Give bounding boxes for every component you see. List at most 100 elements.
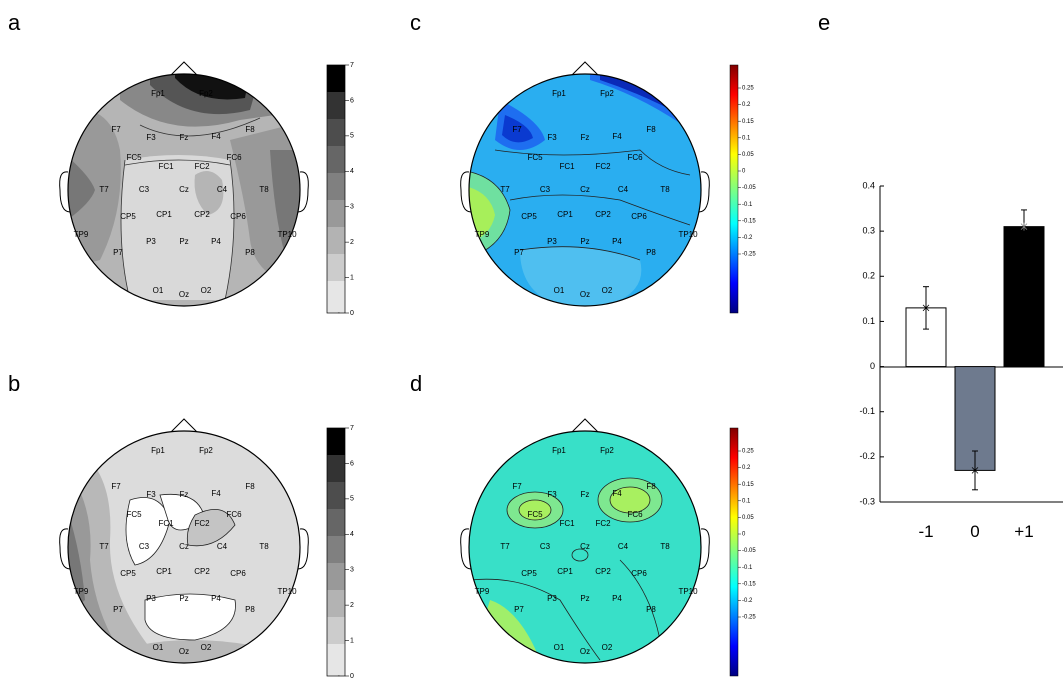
colorbar-b-tick-label: 5 (350, 496, 354, 503)
topomap-c (460, 61, 710, 307)
electrode-c-oz: Oz (580, 290, 590, 299)
electrode-a-f8: F8 (245, 125, 255, 134)
electrode-d-cz: Cz (580, 542, 590, 551)
electrode-a-cp5: CP5 (120, 212, 136, 221)
electrode-d-fp2: Fp2 (600, 446, 614, 455)
bar-plus1 (1003, 226, 1045, 368)
electrode-a-fp1: Fp1 (151, 89, 165, 98)
electrode-c-pz: Pz (580, 237, 589, 246)
electrode-a-p7: P7 (113, 248, 123, 257)
colorbar-d-tick-label: -0.15 (742, 581, 756, 587)
electrode-d-f3: F3 (547, 490, 557, 499)
electrode-d-f4: F4 (612, 489, 622, 498)
colorbar-a-tick-label: 4 (350, 168, 354, 175)
colorbar-c-tick-label: 0.1 (742, 135, 751, 141)
electrode-a-f7: F7 (111, 125, 121, 134)
electrode-d-t8: T8 (660, 542, 670, 551)
electrode-c-f4: F4 (612, 132, 622, 141)
electrode-c-f8: F8 (646, 125, 656, 134)
electrode-b-c4: C4 (217, 542, 228, 551)
electrode-c-fc1: FC1 (559, 162, 575, 171)
electrode-a-cz: Cz (179, 185, 189, 194)
colorbar-b-tick-label: 0 (350, 673, 354, 679)
electrode-labels: Fp1 Fp2 F7 F3 Fz F4 F8 FC5 FC1 FC2 FC6 T7 C3 Cz C4 T8 CP… (74, 89, 698, 656)
electrode-a-o2: O2 (201, 286, 212, 295)
mean-marker (1020, 222, 1028, 231)
electrode-d-f7: F7 (512, 482, 522, 491)
electrode-d-fz: Fz (581, 490, 590, 499)
electrode-b-fp1: Fp1 (151, 446, 165, 455)
electrode-b-f8: F8 (245, 482, 255, 491)
electrode-c-cp1: CP1 (557, 210, 573, 219)
electrode-c-f3: F3 (547, 133, 557, 142)
electrode-a-p4: P4 (211, 237, 221, 246)
electrode-c-tp9: TP9 (475, 230, 490, 239)
electrode-c-cz: Cz (580, 185, 590, 194)
electrode-b-cz: Cz (179, 542, 189, 551)
colorbar-c-tick-label: 0.15 (742, 119, 754, 125)
electrode-b-fp2: Fp2 (199, 446, 213, 455)
electrode-b-cp5: CP5 (120, 569, 136, 578)
colorbar-c-tick-label: -0.1 (742, 202, 753, 208)
electrode-a-fc1: FC1 (158, 162, 174, 171)
electrode-a-cp2: CP2 (194, 210, 210, 219)
colorbar-a-minus: - (338, 310, 341, 317)
electrode-c-o1: O1 (554, 286, 565, 295)
electrode-d-c3: C3 (540, 542, 551, 551)
electrode-d-tp10: TP10 (678, 587, 698, 596)
colorbar-c-tick-label: 0.2 (742, 102, 751, 108)
y-tick-label: 0.1 (862, 316, 875, 326)
electrode-b-fz: Fz (180, 490, 189, 499)
electrode-c-f7: F7 (512, 125, 522, 134)
electrode-a-fc2: FC2 (194, 162, 210, 171)
electrode-b-f3: F3 (146, 490, 156, 499)
electrode-a-t8: T8 (259, 185, 269, 194)
colorbar-a-ticks: 7 6 5 4 3 2 1 0 - (338, 62, 354, 317)
colorbar-a-tick-label: 2 (350, 239, 354, 246)
electrode-b-oz: Oz (179, 647, 189, 656)
electrode-a-p8: P8 (245, 248, 255, 257)
electrode-b-fc1: FC1 (158, 519, 174, 528)
electrode-d-fc1: FC1 (559, 519, 575, 528)
electrode-c-p4: P4 (612, 237, 622, 246)
electrode-d-p7: P7 (514, 605, 524, 614)
x-tick-label: -1 (918, 522, 933, 541)
electrode-d-fc6: FC6 (627, 510, 643, 519)
electrode-c-tp10: TP10 (678, 230, 698, 239)
electrode-c-c4: C4 (618, 185, 629, 194)
electrode-b-tp10: TP10 (277, 587, 297, 596)
electrode-b-t8: T8 (259, 542, 269, 551)
colorbar-d-ticks: 0.25 0.2 0.15 0.1 0.05 0 -0.05 -0.1 -0.15 -0.2 -0.… (738, 449, 756, 621)
electrode-c-c3: C3 (540, 185, 551, 194)
electrode-b-fc6: FC6 (226, 510, 242, 519)
electrode-c-t8: T8 (660, 185, 670, 194)
colorbar-a-tick-label: 5 (350, 133, 354, 140)
electrode-b-tp9: TP9 (74, 587, 89, 596)
electrode-d-t7: T7 (500, 542, 510, 551)
electrode-a-o1: O1 (153, 286, 164, 295)
electrode-b-o1: O1 (153, 643, 164, 652)
colorbar-d-tick-label: 0.1 (742, 498, 751, 504)
y-tick-label: 0.3 (862, 226, 875, 236)
electrode-d-f8: F8 (646, 482, 656, 491)
electrode-b-p3: P3 (146, 594, 156, 603)
electrode-c-fc5: FC5 (527, 153, 543, 162)
electrode-b-p8: P8 (245, 605, 255, 614)
electrode-d-oz: Oz (580, 647, 590, 656)
y-tick-label: 0 (870, 361, 875, 371)
electrode-d-cp6: CP6 (631, 569, 647, 578)
electrode-d-cp5: CP5 (521, 569, 537, 578)
electrode-a-fc5: FC5 (126, 153, 142, 162)
electrode-a-c4: C4 (217, 185, 228, 194)
electrode-d-pz: Pz (580, 594, 589, 603)
panel-label-b: b (8, 371, 20, 396)
electrode-b-cp6: CP6 (230, 569, 246, 578)
electrode-a-p3: P3 (146, 237, 156, 246)
colorbar-b (326, 427, 346, 677)
electrode-d-o1: O1 (554, 643, 565, 652)
colorbar-c-tick-label: 0 (742, 169, 746, 175)
electrode-a-oz: Oz (179, 290, 189, 299)
electrode-b-o2: O2 (201, 643, 212, 652)
electrode-a-fc6: FC6 (226, 153, 242, 162)
electrode-d-p3: P3 (547, 594, 557, 603)
